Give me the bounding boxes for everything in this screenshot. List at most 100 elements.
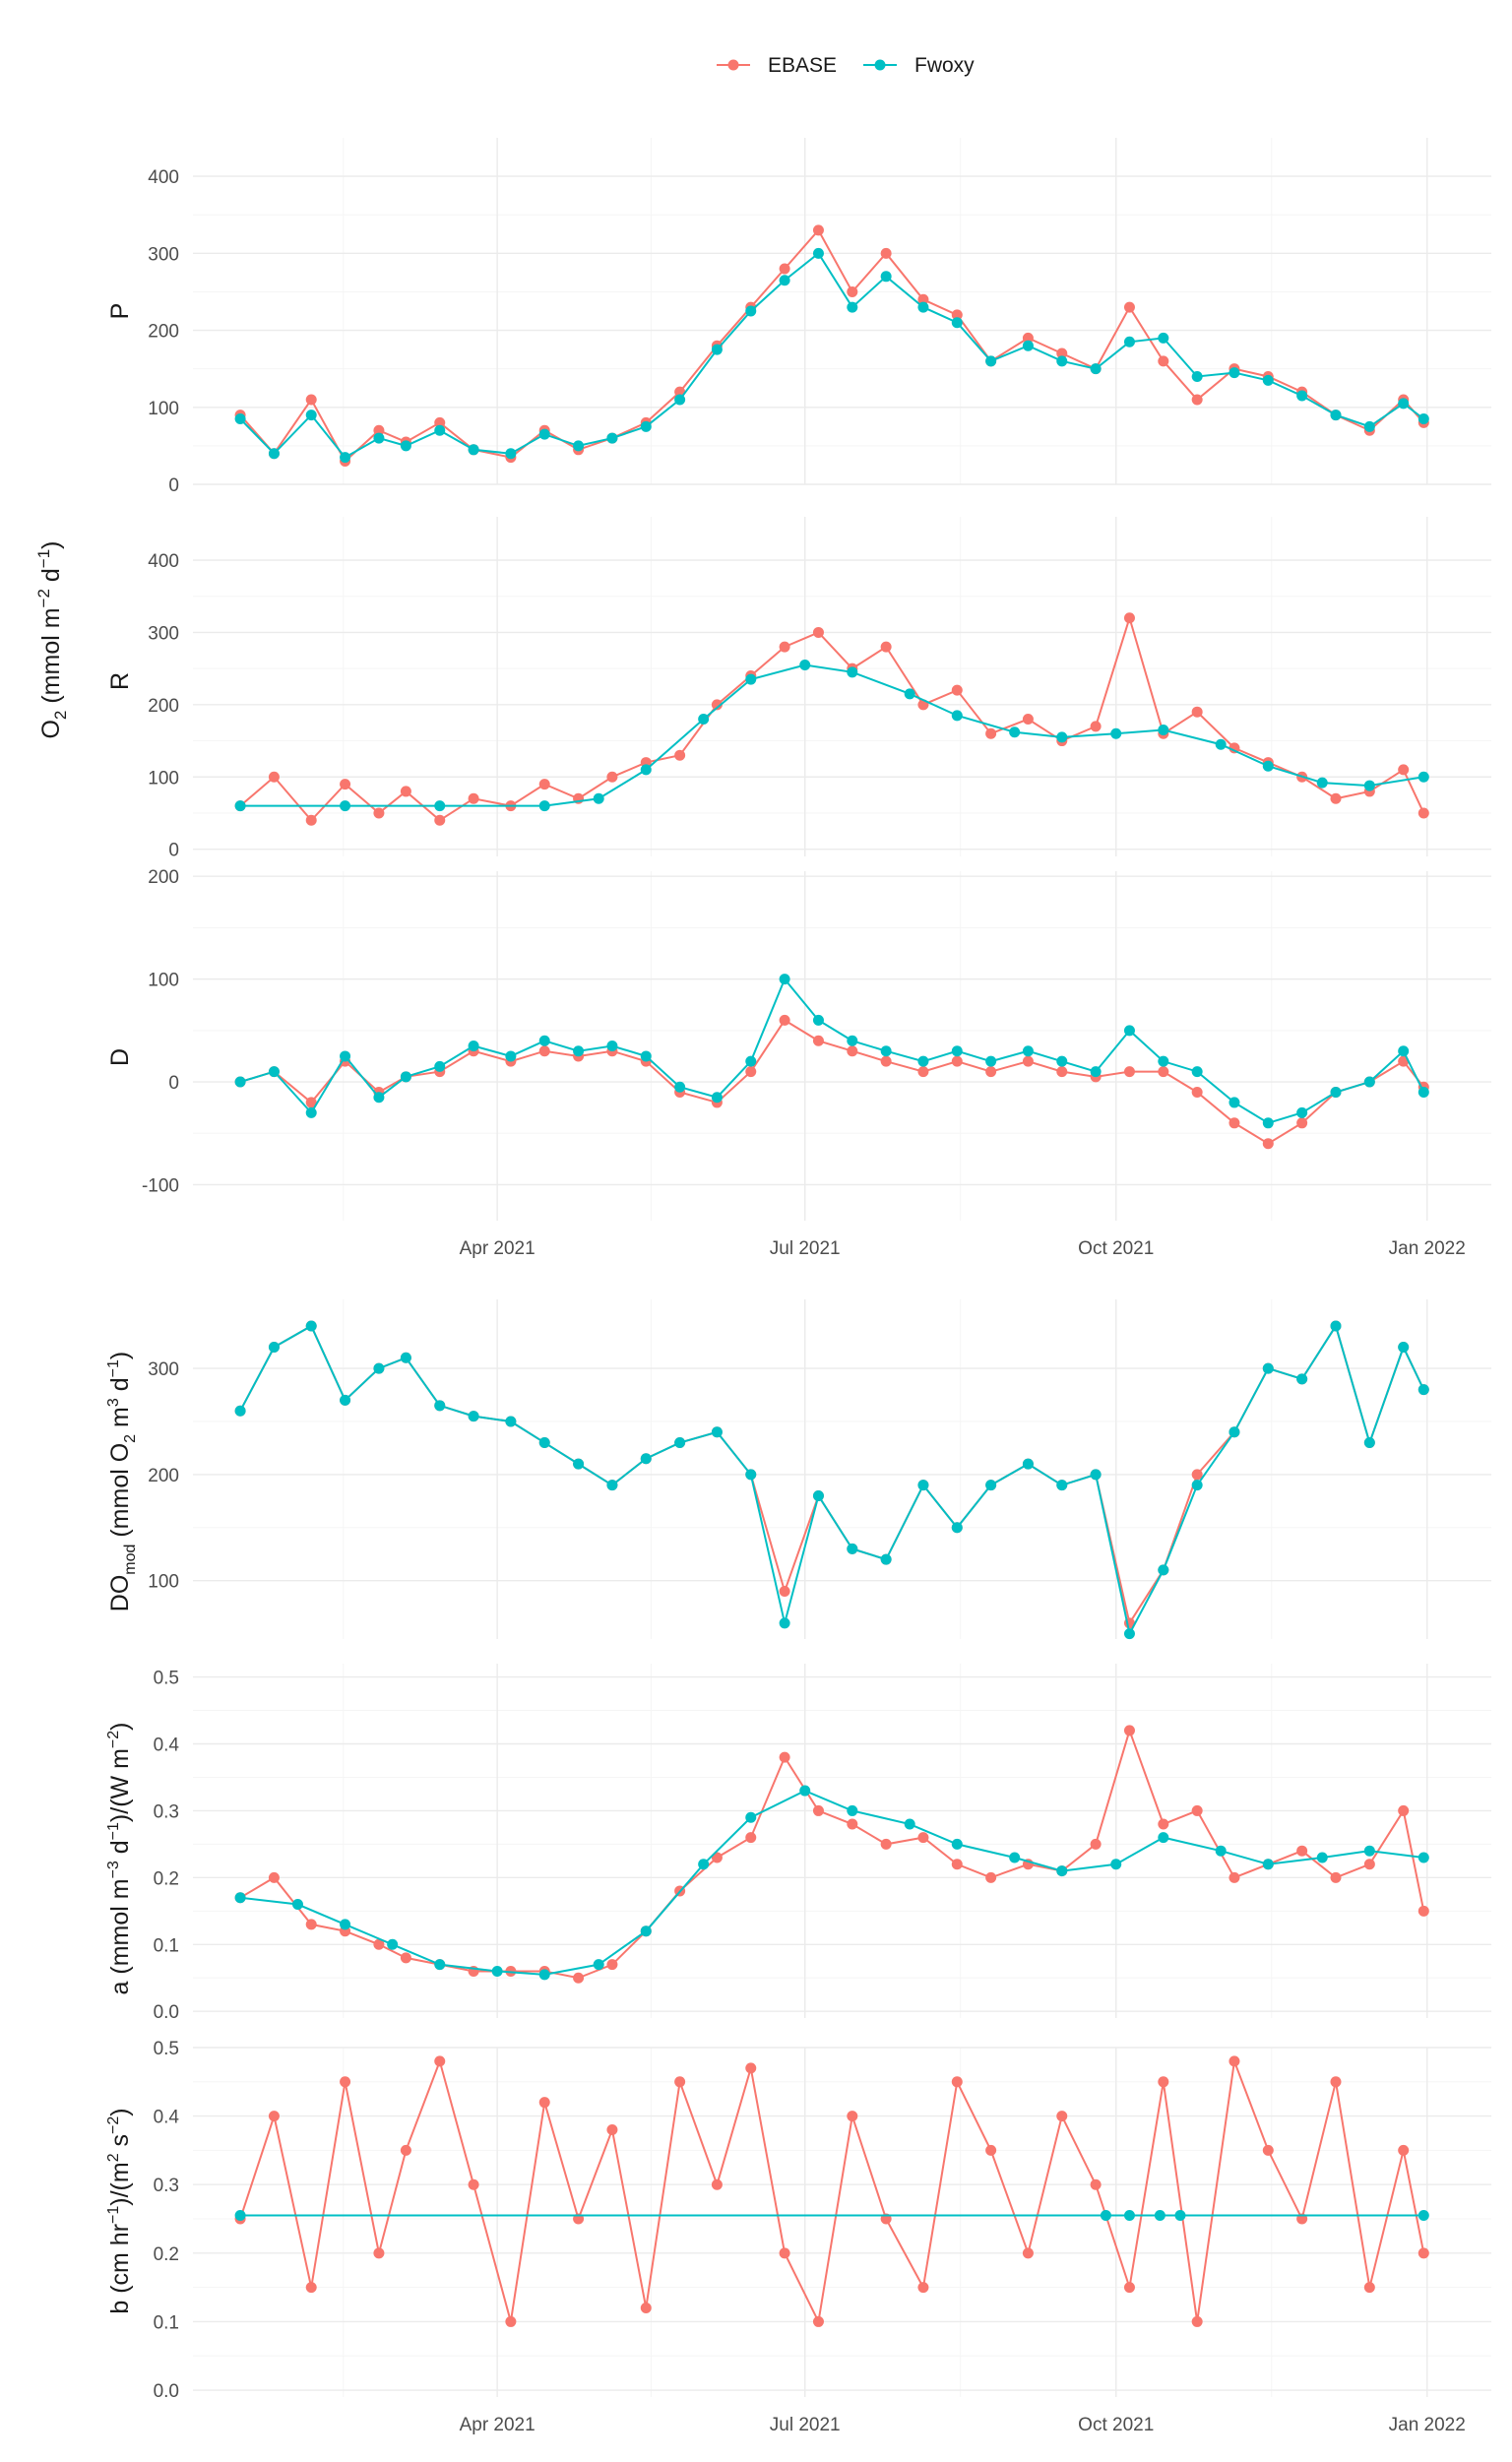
series-ebase-d-point (951, 1055, 963, 1067)
series-fwoxy-d-point (1330, 1086, 1342, 1098)
series-fwoxy-r-point (1158, 725, 1169, 736)
series-fwoxy-d-point (340, 1050, 351, 1062)
series-ebase-a-point (985, 1871, 997, 1883)
y-tick-label: 0.4 (154, 2108, 180, 2128)
series-ebase-b-point (468, 2178, 479, 2190)
series-ebase-a-point (1228, 1871, 1240, 1883)
series-ebase-domod-point (779, 1585, 790, 1597)
series-fwoxy-a-line (239, 1789, 1424, 1976)
series-ebase-d-point (1191, 1086, 1203, 1098)
x-tick-label: Oct 2021 (1078, 2415, 1154, 2435)
series-fwoxy-b (234, 2210, 1429, 2222)
series-fwoxy-p-point (234, 413, 246, 425)
series-fwoxy-d-point (745, 1055, 757, 1067)
series-fwoxy-a-point (904, 1818, 915, 1830)
series-ebase-b-point (1123, 2282, 1135, 2294)
series-fwoxy-d-point (1228, 1097, 1240, 1108)
series-fwoxy-a-point (951, 1838, 963, 1850)
series-fwoxy-domod-point (234, 1405, 246, 1417)
series-fwoxy-d-point (880, 1045, 892, 1057)
series-ebase-r (234, 612, 1429, 826)
y-tick-label: 0.3 (154, 2176, 179, 2196)
series-ebase-b-point (606, 2124, 618, 2136)
series-fwoxy-domod-point (711, 1426, 723, 1438)
series-fwoxy-p-point (812, 247, 824, 259)
y-tick-label: 0.0 (154, 2381, 179, 2402)
series-fwoxy-p-point (1330, 410, 1342, 421)
x-tick-label: Jan 2022 (1389, 2415, 1466, 2435)
series-fwoxy-r-point (1009, 726, 1021, 738)
series-ebase-b-point (812, 2315, 824, 2327)
series-ebase-b-point (711, 2178, 723, 2190)
y-tick-label: 300 (148, 1359, 179, 1380)
series-ebase-p-point (847, 285, 858, 297)
series-ebase-b-point (847, 2111, 858, 2122)
y-tick-label: 300 (148, 244, 179, 265)
series-ebase-r-point (1398, 764, 1410, 776)
legend: EBASE Fwoxy (717, 54, 975, 77)
y-tick-label: 0 (168, 1073, 179, 1094)
panel-r: 0 100 200 300 400 (148, 517, 1491, 861)
series-fwoxy-p-point (1363, 420, 1375, 432)
series-ebase-a-point (1398, 1804, 1410, 1816)
series-fwoxy-a-point (434, 1959, 446, 1971)
y-tick-label: 0.1 (154, 1935, 179, 1956)
series-ebase-r-point (812, 626, 824, 638)
series-fwoxy-domod-point (1158, 1564, 1169, 1576)
series-ebase-d-point (1123, 1066, 1135, 1078)
series-ebase-b-point (1418, 2247, 1429, 2259)
series-ebase-b-point (268, 2111, 280, 2122)
y-tick-label: 0.0 (154, 2002, 179, 2023)
series-fwoxy-domod-point (779, 1617, 790, 1629)
series-ebase-b-point (779, 2247, 790, 2259)
y-tick-label: 0.2 (154, 1868, 179, 1889)
series-ebase-b-point (505, 2315, 517, 2327)
series-fwoxy-a-point (1215, 1845, 1227, 1857)
series-fwoxy-p-point (1418, 413, 1429, 425)
series-ebase-d-point (917, 1066, 929, 1078)
series-ebase-a-point (1363, 1859, 1375, 1870)
series-fwoxy-a-point (698, 1859, 710, 1870)
series-fwoxy-d-point (573, 1045, 585, 1057)
series-fwoxy-b-point (1100, 2210, 1111, 2222)
panel-p-label: P (106, 303, 134, 320)
panel-a: 0.0 0.1 0.2 0.3 0.4 0.5 (154, 1664, 1491, 2023)
series-ebase-r-point (400, 786, 411, 797)
series-fwoxy-a-point (1316, 1852, 1328, 1863)
series-ebase-b-point (1330, 2076, 1342, 2088)
series-fwoxy-r-point (1363, 780, 1375, 791)
series-fwoxy-a-point (593, 1959, 604, 1971)
y-tick-label: 300 (148, 623, 179, 644)
series-fwoxy-r-point (1262, 760, 1274, 772)
series-ebase-p-point (1191, 394, 1203, 406)
y-tick-label: 100 (148, 768, 179, 789)
series-ebase-r-point (468, 792, 479, 804)
panel-domod: 100 200 300 (148, 1299, 1491, 1640)
series-fwoxy-d-point (951, 1045, 963, 1057)
series-fwoxy-r-point (904, 688, 915, 700)
x-tick-label: Jul 2021 (770, 1238, 841, 1259)
series-fwoxy-r-point (698, 714, 710, 726)
series-fwoxy-p-point (434, 424, 446, 436)
series-fwoxy-domod-point (573, 1458, 585, 1470)
series-ebase-r-point (985, 727, 997, 739)
series-fwoxy-domod-point (505, 1416, 517, 1427)
series-fwoxy-domod-point (1330, 1320, 1342, 1332)
series-ebase-b-point (373, 2247, 385, 2259)
series-ebase-b-point (538, 2097, 550, 2109)
series-fwoxy-d-point (1123, 1025, 1135, 1037)
series-fwoxy-domod-point (468, 1411, 479, 1422)
series-fwoxy-b-point (1174, 2210, 1186, 2222)
y-tick-label: 0.4 (154, 1736, 180, 1756)
series-fwoxy-d-point (1056, 1055, 1068, 1067)
series-fwoxy-r-point (640, 764, 652, 776)
series-fwoxy-p-point (268, 448, 280, 460)
series-fwoxy-a-point (291, 1899, 303, 1911)
series-ebase-p-point (1022, 332, 1034, 344)
series-fwoxy-d-point (779, 974, 790, 985)
series-ebase-a-point (1191, 1804, 1203, 1816)
series-fwoxy-d-point (305, 1106, 317, 1118)
series-fwoxy-a-point (1363, 1845, 1375, 1857)
series-ebase-r-point (373, 807, 385, 819)
